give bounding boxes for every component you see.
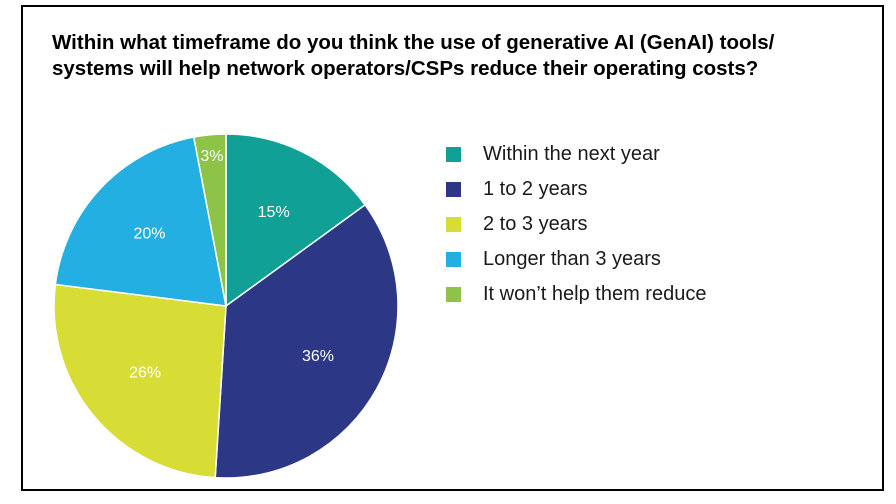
- pie-slice-label: 3%: [200, 148, 223, 165]
- legend-item: It won’t help them reduce: [446, 277, 706, 312]
- legend-label: Longer than 3 years: [483, 248, 661, 270]
- pie-slice-label: 26%: [129, 364, 161, 381]
- pie-slice-label: 15%: [258, 204, 290, 221]
- pie-slice: [214, 203, 399, 479]
- legend-swatch: [446, 217, 461, 232]
- chart-title-line-2: systems will help network operators/CSPs…: [52, 57, 759, 80]
- pie-slice-label: 36%: [302, 348, 334, 365]
- pie-slice: [225, 133, 367, 308]
- legend-swatch: [446, 287, 461, 302]
- legend-label: 1 to 2 years: [483, 178, 588, 200]
- legend-item: Longer than 3 years: [446, 242, 706, 277]
- legend-item: 2 to 3 years: [446, 207, 706, 242]
- pie-slice: [53, 283, 227, 479]
- legend-item: Within the next year: [446, 137, 706, 172]
- legend-label: It won’t help them reduce: [483, 283, 707, 305]
- chart-legend: Within the next year 1 to 2 years 2 to 3…: [446, 137, 706, 312]
- pie-slice: [54, 136, 227, 307]
- legend-item: 1 to 2 years: [446, 172, 706, 207]
- legend-label: 2 to 3 years: [483, 213, 588, 235]
- legend-label: Within the next year: [483, 143, 660, 165]
- pie-slice-label: 20%: [133, 226, 165, 243]
- legend-swatch: [446, 147, 461, 162]
- chart-title-line-1: Within what timeframe do you think the u…: [52, 31, 775, 54]
- legend-swatch: [446, 182, 461, 197]
- pie-slice: [192, 133, 227, 307]
- legend-swatch: [446, 252, 461, 267]
- chart-title: Within what timeframe do you think the u…: [52, 30, 852, 82]
